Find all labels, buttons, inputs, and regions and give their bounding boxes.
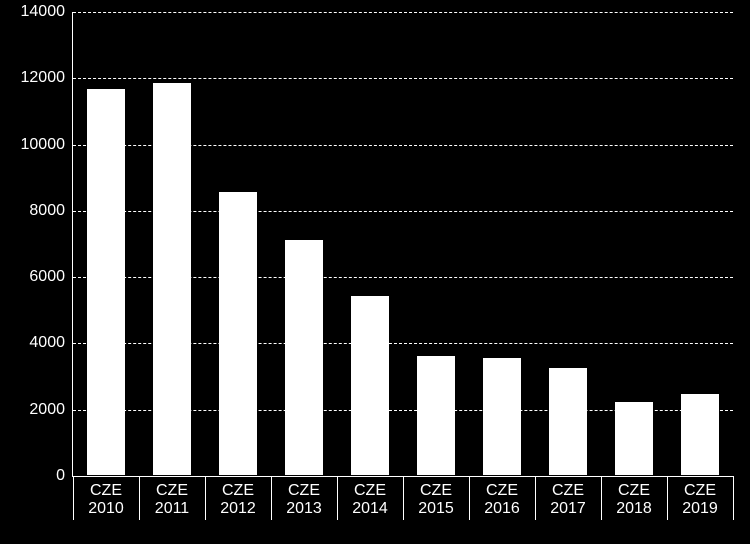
y-axis-tick-label: 8000	[29, 202, 73, 220]
x-axis-tick-label: CZE2012	[205, 476, 271, 519]
y-axis-tick-label: 6000	[29, 268, 73, 286]
x-axis-tick-label: CZE2011	[139, 476, 205, 519]
x-axis-tick-label: CZE2014	[337, 476, 403, 519]
x-axis-tick-label: CZE2016	[469, 476, 535, 519]
bar	[350, 295, 391, 476]
gridline	[73, 145, 733, 146]
bar	[416, 355, 457, 476]
bar	[152, 82, 193, 476]
y-axis-tick-label: 2000	[29, 401, 73, 419]
gridline	[73, 410, 733, 411]
y-axis-tick-label: 10000	[21, 136, 74, 154]
x-axis-tick-label: CZE2018	[601, 476, 667, 519]
bar	[284, 239, 325, 476]
gridline	[73, 78, 733, 79]
y-axis-tick-label: 0	[56, 467, 73, 485]
x-axis-tick-label: CZE2010	[73, 476, 139, 519]
bar	[86, 88, 127, 476]
gridline	[73, 277, 733, 278]
x-axis-separator	[667, 476, 668, 520]
x-axis-separator	[271, 476, 272, 520]
bar	[482, 357, 523, 476]
bar	[680, 393, 721, 476]
x-axis-separator	[73, 476, 74, 520]
x-axis-separator	[601, 476, 602, 520]
x-axis-separator	[469, 476, 470, 520]
bar	[218, 191, 259, 476]
x-axis-tick-label: CZE2019	[667, 476, 733, 519]
x-axis-separator	[535, 476, 536, 520]
x-axis-tick-label: CZE2013	[271, 476, 337, 519]
gridline	[73, 12, 733, 13]
x-axis-separator	[205, 476, 206, 520]
bars-container	[73, 12, 733, 476]
x-axis-separator	[139, 476, 140, 520]
y-axis-tick-label: 14000	[21, 3, 74, 21]
gridline	[73, 343, 733, 344]
gridline	[73, 211, 733, 212]
x-axis-separator	[337, 476, 338, 520]
y-axis-tick-label: 12000	[21, 69, 74, 87]
x-axis-separator	[403, 476, 404, 520]
bar-chart: 02000400060008000100001200014000CZE2010C…	[0, 0, 750, 544]
bar	[614, 401, 655, 476]
y-axis-tick-label: 4000	[29, 334, 73, 352]
x-axis-tick-label: CZE2017	[535, 476, 601, 519]
x-axis-tick-label: CZE2015	[403, 476, 469, 519]
plot-area: 02000400060008000100001200014000CZE2010C…	[72, 12, 733, 477]
x-axis-separator	[733, 476, 734, 520]
bar	[548, 367, 589, 476]
